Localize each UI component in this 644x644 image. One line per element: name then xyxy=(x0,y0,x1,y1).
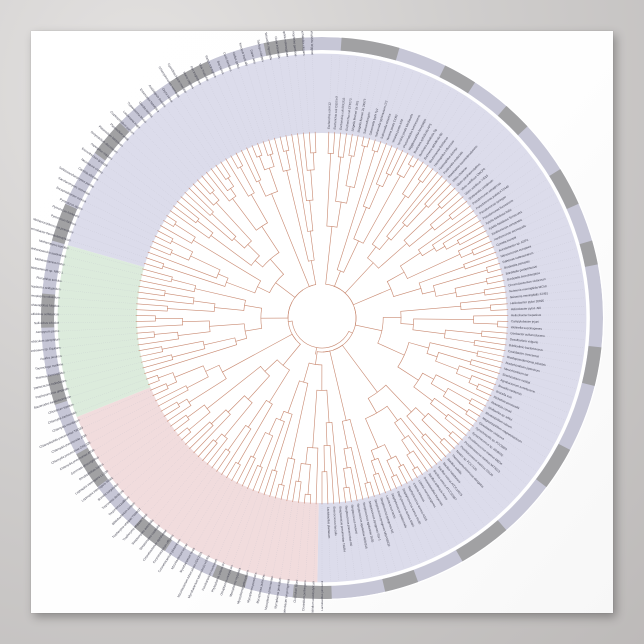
leaf-label: Wolinella succinogenes xyxy=(511,325,543,331)
ring-segment-3 xyxy=(549,169,579,209)
leaf-label: Streptococcus pneumoniae TIGR4 xyxy=(338,506,346,552)
poster-paper: Escherichia coli K12 Escherichia coli O15… xyxy=(31,31,613,613)
taxonomy-ring-segments xyxy=(41,37,602,599)
leaf-label: Streptococcus mutans xyxy=(350,504,359,534)
leaf-label: Neisseria meningitidis Z2491 xyxy=(510,291,549,299)
leaf-label: Caenorhabditis briggsae xyxy=(309,31,314,56)
leaf-label: Caulobacter crescentus xyxy=(508,349,540,359)
ring-segment-2 xyxy=(497,105,528,136)
leaf-label: Lactobacillus johnsonii xyxy=(320,581,324,611)
ring-segment-5 xyxy=(582,346,602,386)
poster: Escherichia coli K12 Escherichia coli O15… xyxy=(31,31,613,613)
leaf-label: Escherichia coli CFT073 xyxy=(345,98,353,131)
ring-segment-7 xyxy=(456,520,507,562)
leaf-label: Methanosarcina mazei xyxy=(35,257,66,267)
ring-segment-11 xyxy=(133,517,173,551)
leaf-label: Enterococcus faecalis xyxy=(332,506,338,536)
leaf-label: Aquifex aeolicus xyxy=(40,354,63,361)
leaf-label: Mycoplasma pulmonis xyxy=(255,574,266,604)
leaf-label: Geobacter sulfurreducens xyxy=(510,331,545,338)
leaf-label: Bordetella parapertussis xyxy=(505,264,538,275)
leaf-label: Bdellovibrio bacteriovorus xyxy=(509,343,544,352)
ring-segment-17 xyxy=(168,61,213,94)
ring-segment-0 xyxy=(340,37,400,61)
leaf-label: Streptococcus pneumoniae R6 xyxy=(344,505,353,546)
leaf-label: Mesorhizobium loti xyxy=(504,367,529,378)
leaf-label: Neisseria meningitidis MC58 xyxy=(509,284,547,293)
leaf-label: Takifugu rubripes xyxy=(256,39,265,63)
leader-lines xyxy=(59,55,585,581)
leaf-label: Aeropyrum pernix xyxy=(36,329,60,334)
taxonomy-ring-base xyxy=(39,35,605,601)
leaf-label: Escherichia coli EDL933 xyxy=(339,97,346,130)
leaf-label: Mycoplasma genitalium xyxy=(273,577,282,609)
leaf-label: Escherichia coli K12 xyxy=(327,102,332,129)
leaf-label: Caenorhabditis elegans xyxy=(300,31,306,56)
ring-segment-13 xyxy=(47,373,68,405)
leaf-label: Mycoplasma pneumoniae xyxy=(264,576,274,611)
ring-segment-6 xyxy=(536,443,571,488)
leaf-label: Salmonella typhi Ty2 xyxy=(368,108,379,136)
leaf-label: Thermoplasma volcanium xyxy=(31,293,60,300)
leaf-label: Bordetella pertussis xyxy=(504,259,531,270)
leaf-label: Shigella flexneri 2a 2457T xyxy=(357,98,368,133)
leaf-label: Picrophilus torridus xyxy=(36,276,62,284)
ring-segment-15 xyxy=(51,203,78,245)
leaf-label: Gallus gallus xyxy=(232,52,241,70)
leaf-label: Ciona intestinalis xyxy=(274,36,282,59)
leaf-label: Campylobacter jejuni xyxy=(511,319,539,324)
leaf-label: Chromobacterium violaceum xyxy=(508,277,547,288)
leaf-label: Clostridium acetobutylicum xyxy=(310,580,315,613)
leaf-label: Bos taurus xyxy=(216,60,225,75)
leaf-label: Thermus thermophilus xyxy=(35,370,65,380)
leaf-label: Methanopyrus kandleri xyxy=(39,239,70,251)
leaf-label: Helicobacter hepaticus xyxy=(511,313,542,317)
leaf-label: Drosophila melanogaster xyxy=(281,31,289,58)
leaf-label: Thermotoga maritima xyxy=(35,362,64,371)
leaf-label: Salmonella typhi xyxy=(362,112,371,135)
leaf-label: Lactobacillus plantarum xyxy=(326,507,331,539)
ring-segment-8 xyxy=(382,569,419,592)
tree-branches xyxy=(135,131,509,505)
leaf-label: Escherichia coli O157:H7 xyxy=(333,96,339,130)
leaf-label: Desulfovibrio vulgaris xyxy=(510,337,539,344)
leaf-label: Pyrobaculum aerophilum xyxy=(31,337,60,344)
ring-segment-1 xyxy=(439,65,476,94)
leaf-label: Halobacterium sp. NRC-1 xyxy=(31,265,64,275)
leaf-label: Tetraodon nigroviridis xyxy=(264,32,274,61)
phylogenetic-tree-figure: Escherichia coli K12 Escherichia coli O15… xyxy=(31,31,605,613)
ring-segment-14 xyxy=(41,293,56,328)
leaf-label: Sulfolobus solfataricus xyxy=(31,312,60,316)
leaf-label: Danio rerio xyxy=(249,49,257,64)
leaf-label: Helicobacter pylori J99 xyxy=(511,306,542,311)
leaf-label: Nanoarchaeum sp. Equitans xyxy=(31,346,61,354)
domain-sectors xyxy=(56,53,588,584)
leaf-label: Clostridium perfringens xyxy=(301,580,307,611)
leaf-label: Brucella suis xyxy=(495,389,513,399)
leaf-label: Archaeoglobus fulgidus xyxy=(31,303,60,308)
leaf-label: Thermoanaerobacter tengcongensis xyxy=(281,578,291,613)
ring-segment-16 xyxy=(94,122,130,161)
leaf-label: Helicobacter pylori 26695 xyxy=(510,299,544,306)
leaf-label: Mycoplasma penetrans xyxy=(246,572,258,603)
ring-segment-9 xyxy=(292,584,332,599)
leaf-label: Xenopus tropicalis xyxy=(238,42,249,67)
ring-segment-4 xyxy=(579,240,598,267)
leaf-label: Shigella flexneri 2a 301 xyxy=(351,100,360,132)
leaf-label: Clostridium tetani xyxy=(293,579,299,603)
leaf-label: Canis familiaris xyxy=(222,52,233,73)
ring-segment-18 xyxy=(263,37,304,56)
ring-segment-12 xyxy=(76,447,108,488)
leaf-label: Anopheles gambiae xyxy=(291,31,298,57)
ring-segment-10 xyxy=(212,564,249,589)
leaf-label: Sulfolobus tokodaii xyxy=(34,321,59,325)
leaf-label: Thermoplasma acidophilum xyxy=(31,283,61,291)
leaf-label: Bordetella bronchiseptica xyxy=(507,271,541,282)
leaf-label: Coxiella burnetii xyxy=(496,235,517,247)
